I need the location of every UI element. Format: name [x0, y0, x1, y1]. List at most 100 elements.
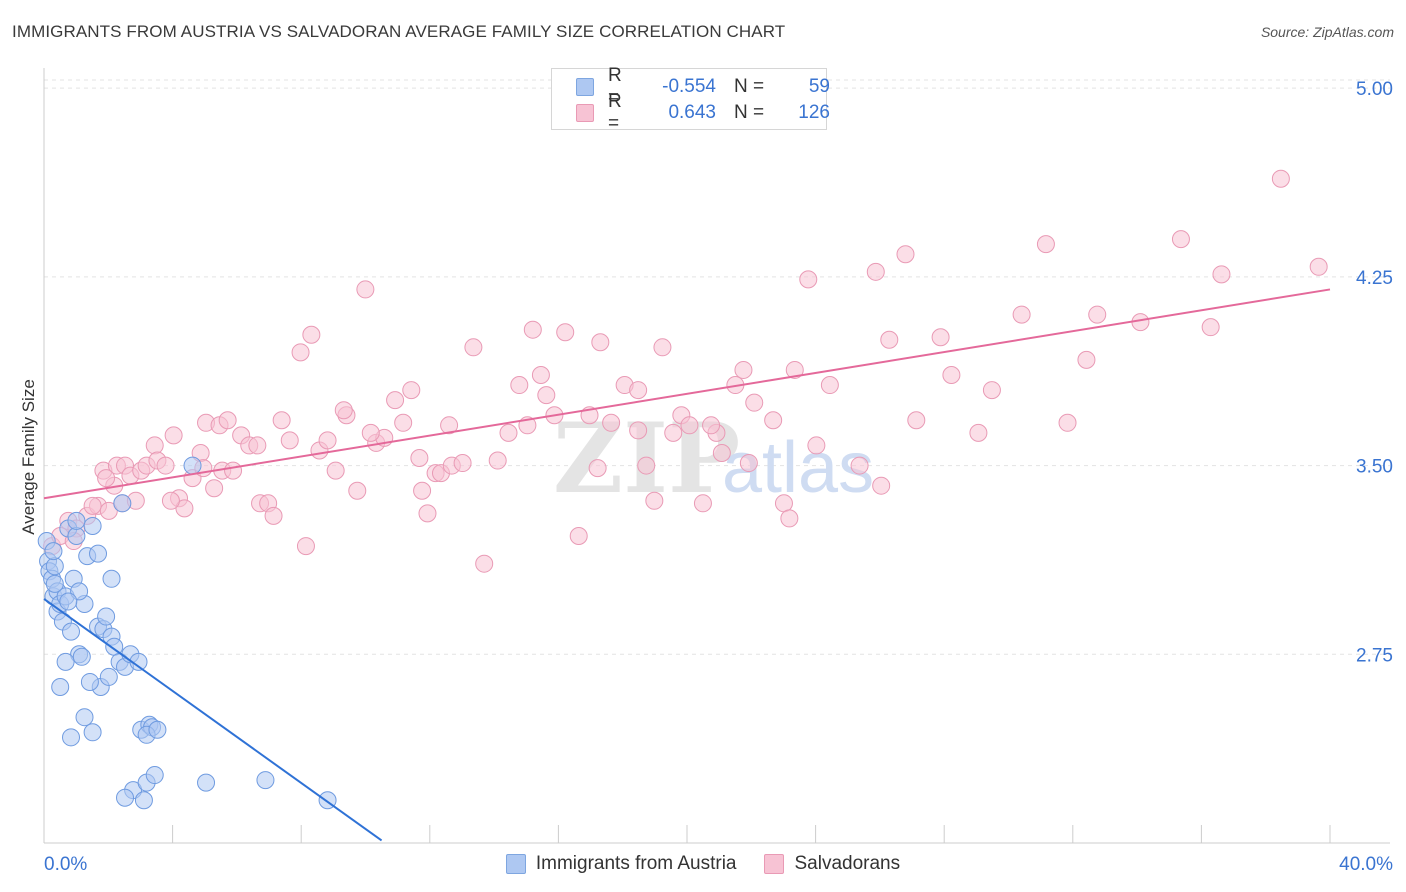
salvadorans-point — [348, 481, 367, 500]
salvadorans-point — [1271, 169, 1290, 188]
salvadorans-point — [453, 454, 472, 473]
salvadorans-point — [272, 411, 291, 430]
austria-point — [44, 542, 63, 561]
n-value: 126 — [798, 102, 830, 123]
salvadorans-point — [588, 459, 607, 478]
salvadorans-point — [850, 456, 869, 475]
austria-point — [62, 622, 81, 641]
salvadorans-point — [942, 365, 961, 384]
source-credit: Source: ZipAtlas.com — [1260, 24, 1394, 40]
salvadorans-point — [734, 360, 753, 379]
austria-point — [67, 511, 86, 530]
salvadorans-point — [1309, 257, 1328, 276]
series-legend: Immigrants from Austria Salvadorans — [0, 850, 1406, 878]
salvadorans-point — [205, 479, 224, 498]
salvadorans-point — [499, 423, 518, 442]
salvadorans-point — [907, 411, 926, 430]
salvadorans-point — [799, 270, 818, 289]
salvadorans-point — [531, 365, 550, 384]
tick-labels: 2.75 3.50 4.25 5.00 0.0% 40.0% Average Family … — [19, 79, 1393, 875]
salvadorans-point — [982, 381, 1001, 400]
axes — [43, 68, 1390, 844]
salvadorans-point — [745, 393, 764, 412]
salvadorans-points — [43, 169, 1328, 573]
salvadorans-point — [712, 443, 731, 462]
salvadorans-point — [394, 413, 413, 432]
salvadorans-point — [569, 527, 588, 546]
r-value: 0.643 — [668, 102, 716, 123]
salvadorans-point — [296, 537, 315, 556]
n-label: N = — [734, 102, 765, 123]
salvadorans-point — [523, 320, 542, 339]
legend-swatch-blue — [505, 854, 526, 874]
salvadorans-point — [224, 461, 243, 480]
salvadorans-point — [866, 262, 885, 281]
salvadorans-point — [591, 333, 610, 352]
austria-point — [134, 791, 153, 810]
salvadorans-point — [291, 343, 310, 362]
r-label: R = — [608, 65, 622, 108]
salvadorans-point — [418, 504, 437, 523]
salvadorans-point — [880, 330, 899, 349]
salvadorans-point — [361, 423, 380, 442]
n-label: N = — [734, 76, 765, 97]
austria-point — [102, 569, 121, 588]
y-axis-label: Average Family Size — [19, 379, 38, 535]
austria-point — [89, 544, 108, 563]
austria-point — [183, 456, 202, 475]
salvadorans-point — [440, 416, 459, 435]
salvadorans-point — [164, 426, 183, 445]
salvadorans-point — [872, 476, 891, 495]
salvadorans-point — [693, 494, 712, 513]
y-tick-label: 5.00 — [1356, 79, 1393, 100]
r-label: R = — [608, 91, 622, 134]
salvadorans-point — [969, 423, 988, 442]
salvadorans-point — [386, 391, 405, 410]
austria-point — [45, 557, 64, 576]
austria-point — [72, 647, 91, 666]
austria-point — [45, 574, 64, 593]
austria-point — [148, 720, 167, 739]
salvadorans-point — [807, 436, 826, 455]
salvadorans-point — [1088, 305, 1107, 324]
austria-trend-line — [43, 598, 383, 842]
y-tick-label: 4.25 — [1356, 268, 1393, 289]
salvadorans-point — [97, 469, 116, 488]
salvadorans-point — [602, 413, 621, 432]
salvadorans-point — [1036, 235, 1055, 254]
salvadorans-point — [739, 454, 758, 473]
salvadorans-point — [653, 338, 672, 357]
salvadorans-point — [820, 376, 839, 395]
legend-swatch-pink — [764, 854, 785, 874]
salvadorans-point — [1201, 318, 1220, 337]
salvadorans-point — [1212, 265, 1231, 284]
salvadorans-point — [680, 416, 699, 435]
austria-point — [197, 773, 216, 792]
salvadorans-point — [326, 461, 345, 480]
austria-point — [256, 771, 275, 790]
austria-point — [116, 788, 135, 807]
austria-point — [83, 516, 102, 535]
salvadorans-point — [664, 423, 683, 442]
r-value: -0.554 — [662, 76, 716, 97]
salvadorans-point — [1058, 413, 1077, 432]
salvadorans-point — [510, 376, 529, 395]
salvadorans-point — [334, 401, 353, 420]
x-tick-label-min: 0.0% — [44, 854, 87, 875]
legend-label: Salvadorans — [794, 853, 901, 874]
salvadorans-point — [931, 328, 950, 347]
x-tick-label-max: 40.0% — [1339, 854, 1393, 875]
correlation-legend: R = -0.554 N = 59 R = 0.643 N = 126 — [551, 65, 830, 134]
salvadorans-point — [175, 499, 194, 518]
salvadorans-point — [410, 449, 429, 468]
austria-point — [59, 592, 78, 611]
legend-label: Immigrants from Austria — [535, 853, 737, 874]
y-tick-label: 2.75 — [1356, 645, 1393, 666]
austria-point — [62, 728, 81, 747]
salvadorans-point — [356, 280, 375, 299]
salvadorans-point — [629, 421, 648, 440]
legend-swatch-blue — [576, 78, 594, 96]
salvadorans-point — [302, 325, 321, 344]
salvadorans-point — [645, 491, 664, 510]
